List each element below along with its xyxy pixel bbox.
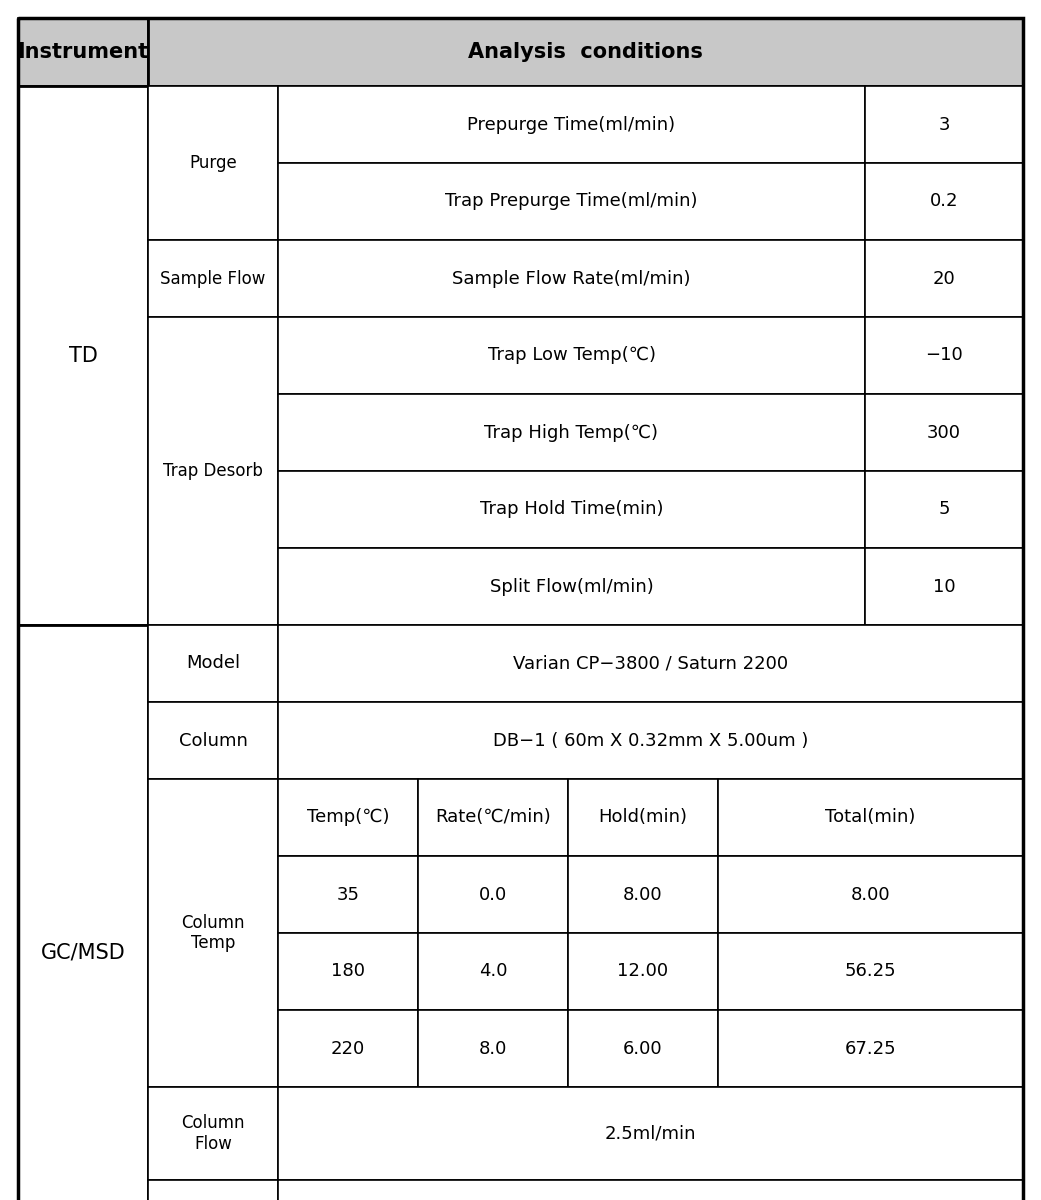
Bar [148,317,278,625]
Bar [865,86,1023,163]
Bar [278,702,1023,779]
Bar [568,779,718,856]
Bar [865,470,1023,548]
Bar [865,163,1023,240]
Text: 8.00: 8.00 [850,886,890,904]
Bar [568,1010,718,1087]
Bar [718,934,1023,1010]
Text: Sample Flow: Sample Flow [160,270,265,288]
Text: Analysis  conditions: Analysis conditions [468,42,703,62]
Text: 220: 220 [331,1039,365,1057]
Text: Split Flow(ml/min): Split Flow(ml/min) [489,577,654,595]
Text: −10: −10 [925,347,963,365]
Text: Instrument: Instrument [18,42,149,62]
Text: Trap Hold Time(min): Trap Hold Time(min) [480,500,663,518]
Bar [278,240,865,317]
Bar [18,625,148,1200]
Bar [278,1087,1023,1180]
Bar [278,1010,418,1087]
Bar [418,934,568,1010]
Text: Rate(℃/min): Rate(℃/min) [435,809,551,827]
Bar [418,856,568,934]
Text: Trap High Temp(℃): Trap High Temp(℃) [484,424,659,442]
Bar [865,317,1023,394]
Bar [278,1180,1023,1200]
Text: GC/MSD: GC/MSD [41,942,125,962]
Bar [148,18,1023,86]
Text: 0.2: 0.2 [930,192,959,210]
Text: Column: Column [179,732,248,750]
Bar [568,856,718,934]
Bar [18,18,148,86]
Text: Purge: Purge [189,154,237,172]
Bar [865,240,1023,317]
Bar [148,779,278,1087]
Bar [148,702,278,779]
Bar [418,779,568,856]
Text: Trap Desorb: Trap Desorb [163,462,263,480]
Text: 2.5ml/min: 2.5ml/min [605,1124,696,1142]
Text: 67.25: 67.25 [844,1039,896,1057]
Bar [278,548,865,625]
Bar [278,86,865,163]
Text: 12.00: 12.00 [617,962,668,980]
Text: Prepurge Time(ml/min): Prepurge Time(ml/min) [467,115,676,133]
Bar [718,856,1023,934]
Text: 180: 180 [331,962,365,980]
Text: 35: 35 [336,886,359,904]
Text: 10: 10 [933,577,956,595]
Text: Column
Flow: Column Flow [181,1114,245,1153]
Text: Temp(℃): Temp(℃) [307,809,389,827]
Text: 56.25: 56.25 [844,962,896,980]
Text: TD: TD [69,346,98,366]
Text: DB−1 ( 60m X 0.32mm X 5.00um ): DB−1 ( 60m X 0.32mm X 5.00um ) [492,732,808,750]
Bar [278,779,418,856]
Text: 3: 3 [938,115,949,133]
Bar [865,394,1023,470]
Bar [718,1010,1023,1087]
Bar [278,470,865,548]
Bar [278,625,1023,702]
Bar [865,548,1023,625]
Bar [718,779,1023,856]
Text: 300: 300 [926,424,961,442]
Bar [148,86,278,240]
Text: 4.0: 4.0 [479,962,507,980]
Bar [278,934,418,1010]
Text: Sample Flow Rate(ml/min): Sample Flow Rate(ml/min) [452,270,691,288]
Text: Trap Prepurge Time(ml/min): Trap Prepurge Time(ml/min) [446,192,697,210]
Text: Hold(min): Hold(min) [599,809,687,827]
Bar [278,856,418,934]
Text: 0.0: 0.0 [479,886,507,904]
Text: Model: Model [186,654,240,672]
Text: Total(min): Total(min) [826,809,916,827]
Text: 8.00: 8.00 [624,886,663,904]
Bar [568,934,718,1010]
Bar [148,1180,278,1200]
Text: Varian CP−3800 / Saturn 2200: Varian CP−3800 / Saturn 2200 [513,654,788,672]
Bar [278,317,865,394]
Text: 8.0: 8.0 [479,1039,507,1057]
Text: 6.00: 6.00 [624,1039,663,1057]
Text: 5: 5 [938,500,949,518]
Bar [278,163,865,240]
Bar [18,86,148,625]
Bar [278,394,865,470]
Text: Trap Low Temp(℃): Trap Low Temp(℃) [487,347,656,365]
Text: Column
Temp: Column Temp [181,913,245,953]
Bar [148,625,278,702]
Bar [148,1087,278,1180]
Text: 20: 20 [933,270,956,288]
Bar [148,240,278,317]
Bar [418,1010,568,1087]
